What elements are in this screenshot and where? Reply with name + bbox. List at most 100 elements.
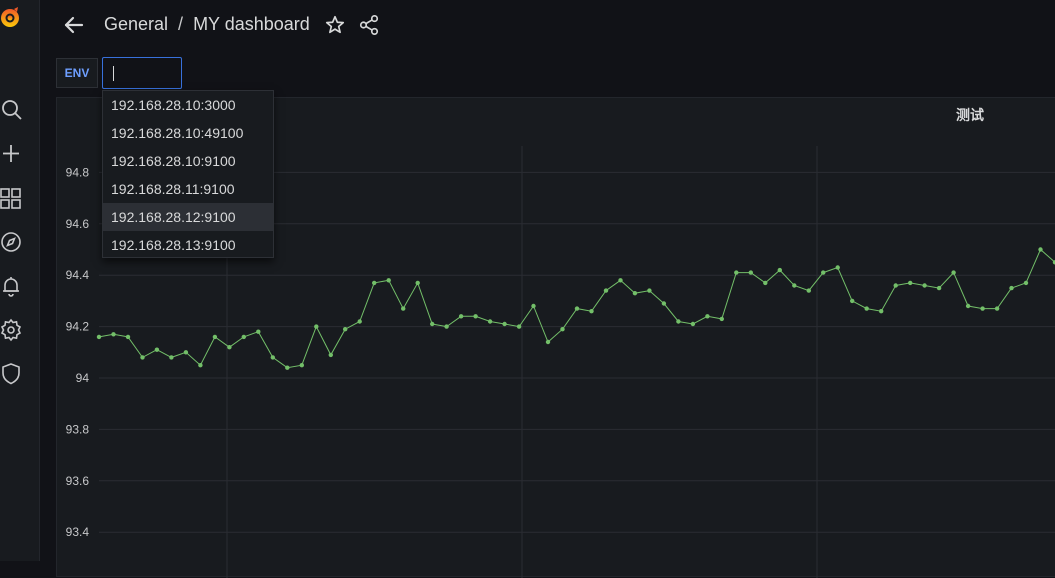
env-variable-input[interactable] [102, 57, 182, 89]
data-point [444, 324, 449, 329]
data-point [589, 309, 594, 314]
data-point [270, 355, 275, 360]
data-point [690, 321, 696, 327]
data-point [256, 329, 261, 334]
breadcrumb: General / MY dashboard [104, 14, 310, 35]
data-point [792, 283, 797, 288]
env-variable-label: ENV [56, 58, 98, 88]
data-point [372, 280, 377, 286]
data-point [893, 283, 898, 288]
data-point [125, 334, 131, 340]
data-point [922, 283, 927, 288]
top-bar: General / MY dashboard [40, 0, 1055, 52]
data-point [531, 303, 536, 309]
data-point [227, 345, 232, 350]
data-point [516, 324, 522, 329]
search-icon[interactable] [0, 98, 24, 122]
data-point [458, 314, 464, 319]
dashboard-title[interactable]: MY dashboard [193, 14, 310, 34]
data-point [198, 363, 203, 368]
data-point [965, 303, 971, 309]
data-point [430, 321, 435, 327]
data-point [574, 306, 580, 311]
data-point [980, 306, 985, 311]
data-point [487, 319, 493, 324]
breadcrumb-separator: / [178, 14, 184, 34]
data-point [994, 306, 1000, 311]
y-tick-label: 93.6 [66, 474, 90, 488]
data-point [821, 270, 826, 275]
dropdown-option[interactable]: 192.168.28.10:9100 [111, 153, 236, 169]
shield-icon[interactable] [0, 362, 24, 386]
y-tick-label: 94.2 [66, 320, 90, 334]
data-point [618, 278, 623, 283]
data-point [415, 280, 420, 286]
data-point [705, 314, 710, 319]
y-tick-label: 94.8 [66, 165, 90, 179]
dropdown-option[interactable]: 192.168.28.11:9100 [111, 181, 235, 197]
data-point [879, 309, 884, 314]
data-point [1009, 285, 1014, 291]
explore-compass-icon[interactable] [0, 230, 24, 254]
data-point [357, 319, 362, 324]
data-point [936, 285, 942, 291]
data-point [285, 365, 290, 370]
dropdown-option[interactable]: 192.168.28.10:3000 [111, 97, 236, 113]
dropdown-option[interactable]: 192.168.28.12:9100 [103, 203, 273, 231]
data-point [212, 334, 218, 340]
data-point [676, 319, 681, 324]
data-point [864, 306, 869, 311]
data-point [183, 350, 189, 355]
data-point [1038, 247, 1043, 252]
back-arrow-icon[interactable] [62, 13, 86, 37]
dropdown-option[interactable]: 192.168.28.10:49100 [111, 125, 244, 141]
data-point [473, 314, 478, 319]
panel-title[interactable]: 测试 [956, 107, 984, 123]
data-point [1052, 260, 1055, 265]
data-point [299, 363, 304, 368]
data-point [661, 301, 667, 306]
data-point [241, 334, 246, 340]
data-point [1023, 280, 1029, 286]
data-point [343, 327, 348, 332]
data-point [806, 288, 811, 293]
data-point [545, 339, 551, 345]
star-icon[interactable] [324, 14, 346, 36]
data-point [96, 334, 102, 340]
y-tick-label: 94.4 [66, 268, 90, 282]
data-point [647, 288, 652, 293]
data-point [777, 267, 782, 273]
data-point [502, 321, 507, 327]
dashboards-grid-icon[interactable] [0, 186, 24, 210]
share-icon[interactable] [358, 14, 380, 36]
data-point [111, 332, 116, 337]
y-tick-label: 93.8 [66, 422, 90, 436]
data-point [328, 352, 333, 358]
data-point [850, 298, 855, 304]
data-point [951, 270, 956, 275]
plus-icon[interactable] [0, 142, 24, 166]
text-caret [113, 66, 114, 81]
data-point [603, 288, 609, 293]
grafana-logo-icon[interactable] [0, 6, 24, 30]
y-tick-label: 94 [76, 371, 90, 385]
dropdown-option[interactable]: 192.168.28.13:9100 [111, 237, 236, 253]
settings-gear-icon[interactable] [0, 318, 24, 342]
data-point [560, 327, 565, 332]
data-point [401, 306, 406, 311]
y-tick-label: 94.6 [66, 217, 90, 231]
data-point [140, 355, 145, 360]
data-point [154, 347, 160, 352]
y-tick-label: 93.4 [66, 525, 90, 539]
data-point [835, 265, 840, 270]
breadcrumb-folder[interactable]: General [104, 14, 169, 34]
data-point [908, 280, 913, 286]
data-point [748, 270, 753, 275]
data-point [169, 355, 174, 360]
alert-bell-icon[interactable] [0, 274, 24, 298]
data-point [314, 324, 319, 329]
data-point [719, 316, 724, 322]
data-point [734, 270, 739, 275]
data-point [386, 278, 391, 283]
data-point [632, 291, 638, 296]
